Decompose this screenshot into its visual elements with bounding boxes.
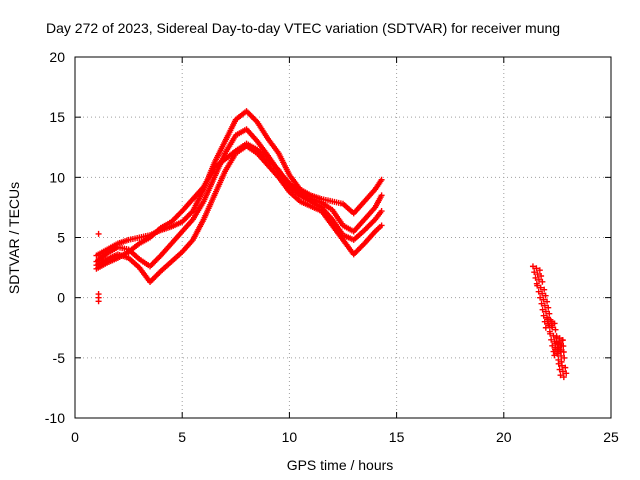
- data-point: [546, 310, 553, 317]
- series-track-d: [93, 140, 385, 272]
- data-point: [536, 267, 543, 274]
- data-point: [378, 222, 385, 229]
- data-point: [540, 312, 547, 319]
- data-point: [559, 368, 566, 375]
- data-point: [542, 324, 549, 331]
- x-tick-labels: 0 5 10 15 20 25: [71, 429, 619, 445]
- data-point: [547, 330, 554, 337]
- data-point: [529, 263, 536, 270]
- y-tick-label: 5: [57, 230, 65, 246]
- data-point: [557, 347, 564, 354]
- data-point: [542, 292, 549, 299]
- data-point: [534, 282, 541, 289]
- data-point: [559, 337, 566, 344]
- data-point: [95, 230, 102, 237]
- data-point: [95, 298, 102, 305]
- axis-ticks: [74, 56, 612, 419]
- x-tick-label: 0: [71, 429, 79, 445]
- data-point: [539, 278, 546, 285]
- data-point: [558, 362, 565, 369]
- data-point: [557, 341, 564, 348]
- x-tick-label: 25: [603, 429, 619, 445]
- y-tick-label: -10: [45, 410, 65, 426]
- data-point: [557, 372, 564, 379]
- data-point: [539, 306, 546, 313]
- data-point: [531, 269, 538, 276]
- data-point: [560, 348, 567, 355]
- data-point: [533, 265, 540, 272]
- data-point: [534, 271, 541, 278]
- x-axis-label: GPS time / hours: [287, 457, 394, 473]
- data-point: [551, 352, 558, 359]
- y-tick-label: -5: [53, 350, 66, 366]
- data-point: [554, 350, 561, 357]
- y-tick-label: 0: [57, 290, 65, 306]
- data-point: [532, 274, 539, 281]
- data-point: [535, 276, 542, 283]
- data-points: [93, 108, 570, 381]
- data-point: [549, 324, 556, 331]
- data-point: [544, 316, 551, 323]
- data-point: [554, 339, 561, 346]
- x-tick-label: 15: [389, 429, 405, 445]
- x-tick-label: 10: [282, 429, 298, 445]
- data-point: [560, 343, 567, 350]
- data-point: [537, 294, 544, 301]
- data-point: [561, 354, 568, 361]
- y-tick-label: 20: [49, 49, 65, 65]
- y-tick-label: 10: [49, 169, 65, 185]
- data-point: [553, 333, 560, 340]
- data-point: [563, 370, 570, 377]
- data-point: [538, 300, 545, 307]
- data-point: [538, 273, 545, 280]
- data-point: [560, 374, 567, 381]
- data-point: [535, 288, 542, 295]
- data-point: [555, 360, 562, 367]
- series-early-points: [95, 230, 102, 305]
- data-point: [545, 322, 552, 329]
- data-point: [552, 326, 559, 333]
- data-point: [562, 364, 569, 371]
- data-point: [540, 296, 547, 303]
- data-point: [548, 318, 555, 325]
- y-axis-label: SDTVAR / TECUs: [6, 182, 22, 294]
- x-tick-label: 5: [178, 429, 186, 445]
- data-point: [554, 345, 561, 352]
- data-point: [541, 286, 548, 293]
- data-point: [556, 335, 563, 342]
- y-tick-label: 15: [49, 109, 65, 125]
- data-point: [548, 336, 555, 343]
- data-point: [542, 308, 549, 315]
- data-point: [537, 284, 544, 291]
- y-tick-labels: -10 -5 0 5 10 15 20: [45, 49, 65, 426]
- chart-title: Day 272 of 2023, Sidereal Day-to-day VTE…: [46, 20, 560, 36]
- data-point: [544, 298, 551, 305]
- data-point: [539, 290, 546, 297]
- data-point: [545, 304, 552, 311]
- data-point: [549, 342, 556, 349]
- data-point: [541, 302, 548, 309]
- data-point: [378, 192, 385, 199]
- data-point: [558, 352, 565, 359]
- data-point: [556, 366, 563, 373]
- data-point: [378, 208, 385, 215]
- x-tick-label: 20: [496, 429, 512, 445]
- data-point: [378, 176, 385, 183]
- series-late-cluster: [529, 263, 570, 381]
- data-point: [551, 320, 558, 327]
- series-track-c: [93, 143, 385, 286]
